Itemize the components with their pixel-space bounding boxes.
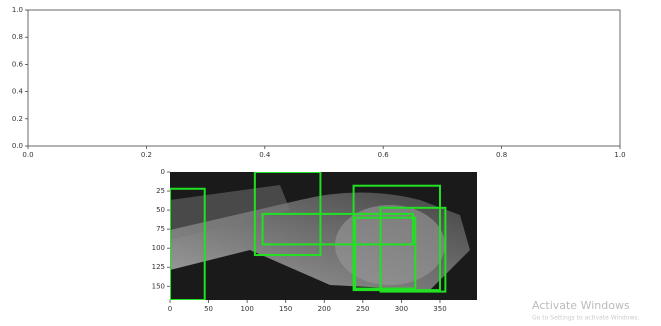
bounding-box xyxy=(352,184,441,292)
y-tick-label: 100 xyxy=(152,244,165,252)
y-tick-label: 0.4 xyxy=(12,88,24,96)
x-tick-label: 200 xyxy=(318,305,331,313)
x-tick-label: 0.6 xyxy=(378,151,390,159)
x-tick-label: 300 xyxy=(395,305,408,313)
x-tick-label: 1.0 xyxy=(614,151,625,159)
x-tick-label: 0 xyxy=(168,305,172,313)
x-tick-label: 250 xyxy=(356,305,369,313)
y-tick-label: 0.0 xyxy=(12,142,23,150)
x-tick-label: 350 xyxy=(433,305,446,313)
watermark-subtitle: Go to Settings to activate Windows. xyxy=(532,315,640,322)
y-tick-label: 25 xyxy=(156,187,165,195)
x-tick-label: 0.8 xyxy=(496,151,507,159)
y-tick-label: 50 xyxy=(156,206,165,214)
y-tick-label: 1.0 xyxy=(12,6,23,14)
y-tick-label: 75 xyxy=(156,225,165,233)
x-tick-label: 100 xyxy=(240,305,253,313)
bounding-box xyxy=(261,212,414,246)
plot-area xyxy=(27,9,621,147)
bounding-box xyxy=(379,206,447,293)
xray-image xyxy=(170,172,477,300)
x-tick-label: 0.2 xyxy=(141,151,152,159)
y-tick-label: 0.6 xyxy=(12,60,24,68)
watermark-title: Activate Windows xyxy=(532,299,630,312)
y-tick-label: 0 xyxy=(161,168,165,176)
y-tick-label: 125 xyxy=(152,263,165,271)
x-tick-label: 50 xyxy=(204,305,213,313)
bounding-box xyxy=(170,187,206,300)
x-tick-label: 0.0 xyxy=(22,151,33,159)
y-tick-label: 0.8 xyxy=(12,33,23,41)
y-tick-label: 150 xyxy=(152,282,165,290)
x-tick-label: 0.4 xyxy=(259,151,271,159)
x-tick-label: 150 xyxy=(279,305,292,313)
y-tick-label: 0.2 xyxy=(12,115,23,123)
bounding-box xyxy=(354,216,417,290)
